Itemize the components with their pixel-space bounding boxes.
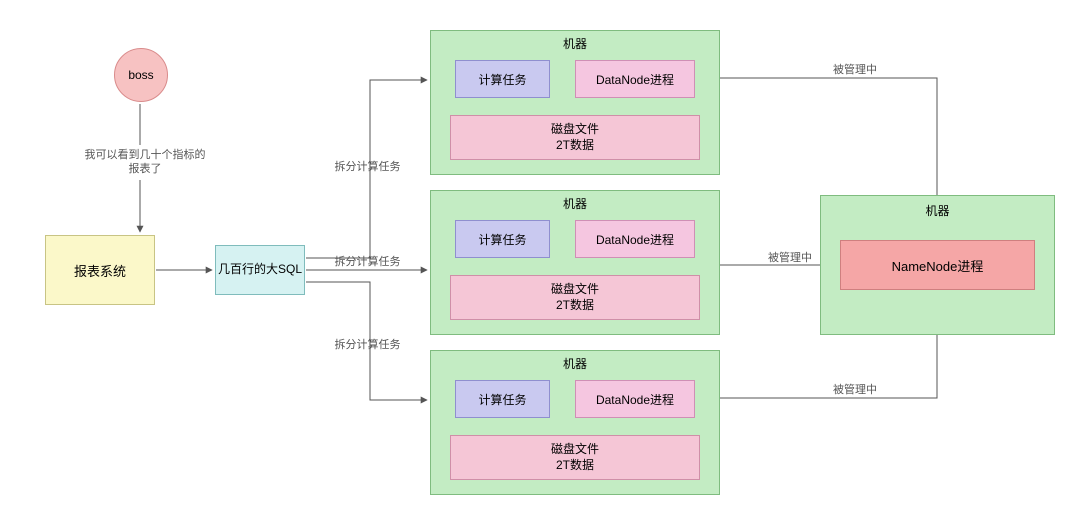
sql-node: 几百行的大SQL xyxy=(215,245,305,295)
report-system-node: 报表系统 xyxy=(45,235,155,305)
edge-label-split-1: 拆分计算任务 xyxy=(325,160,410,174)
compute-task-1: 计算任务 xyxy=(455,60,550,98)
boss-label: boss xyxy=(128,68,153,82)
edge-label-managed-2: 被管理中 xyxy=(755,251,825,265)
disk-3: 磁盘文件2T数据 xyxy=(450,435,700,480)
edge-label-managed-1: 被管理中 xyxy=(820,63,890,77)
compute-task-3: 计算任务 xyxy=(455,380,550,418)
datanode-2: DataNode进程 xyxy=(575,220,695,258)
edge-label-split-3: 拆分计算任务 xyxy=(325,338,410,352)
disk-1: 磁盘文件2T数据 xyxy=(450,115,700,160)
disk-2: 磁盘文件2T数据 xyxy=(450,275,700,320)
edge-label-managed-3: 被管理中 xyxy=(820,383,890,397)
datanode-3: DataNode进程 xyxy=(575,380,695,418)
boss-node: boss xyxy=(114,48,168,102)
boss-speech: 我可以看到几十个指标的报表了 xyxy=(80,148,210,177)
compute-task-2: 计算任务 xyxy=(455,220,550,258)
datanode-1: DataNode进程 xyxy=(575,60,695,98)
namenode-process: NameNode进程 xyxy=(840,240,1035,290)
edge-label-split-2: 拆分计算任务 xyxy=(325,255,410,269)
